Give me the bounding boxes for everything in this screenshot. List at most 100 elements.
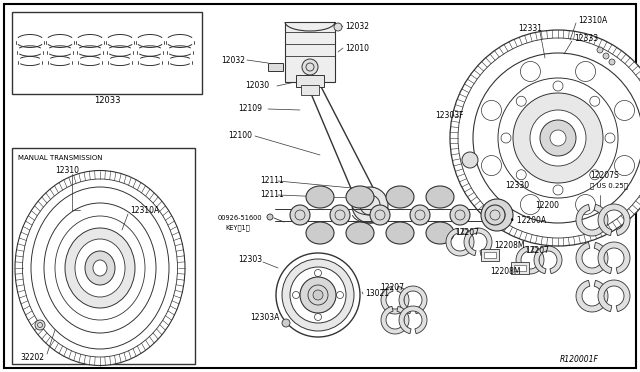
Circle shape xyxy=(450,30,640,246)
Text: 12310: 12310 xyxy=(55,166,79,174)
Polygon shape xyxy=(598,242,630,274)
Circle shape xyxy=(276,253,360,337)
Ellipse shape xyxy=(15,170,185,366)
Text: 12010: 12010 xyxy=(345,44,369,52)
Polygon shape xyxy=(399,306,427,334)
Text: 12333: 12333 xyxy=(574,33,598,42)
Circle shape xyxy=(313,290,323,300)
Polygon shape xyxy=(598,204,630,235)
Ellipse shape xyxy=(306,222,334,244)
Circle shape xyxy=(282,319,290,327)
Text: 12208M: 12208M xyxy=(490,267,520,276)
Ellipse shape xyxy=(31,187,169,349)
Text: 12207: 12207 xyxy=(380,283,404,292)
Text: 12033: 12033 xyxy=(93,96,120,105)
Text: R120001F: R120001F xyxy=(560,356,599,365)
Bar xyxy=(268,63,283,71)
Circle shape xyxy=(540,120,576,156)
Text: 12111: 12111 xyxy=(260,176,284,185)
Polygon shape xyxy=(516,246,544,274)
Bar xyxy=(301,85,319,95)
Text: 12207: 12207 xyxy=(525,246,549,254)
Circle shape xyxy=(352,187,388,223)
Polygon shape xyxy=(446,228,474,256)
Circle shape xyxy=(267,214,273,220)
Circle shape xyxy=(450,205,470,225)
Polygon shape xyxy=(576,243,608,274)
Circle shape xyxy=(334,23,342,31)
Bar xyxy=(514,265,526,271)
Polygon shape xyxy=(576,280,608,312)
Text: 12331: 12331 xyxy=(518,23,542,32)
Text: 12032: 12032 xyxy=(345,22,369,31)
Ellipse shape xyxy=(22,179,177,357)
Circle shape xyxy=(282,259,354,331)
Polygon shape xyxy=(598,280,630,312)
Ellipse shape xyxy=(346,222,374,244)
Text: 32202: 32202 xyxy=(20,353,44,362)
Text: 12111: 12111 xyxy=(260,189,284,199)
Text: 12303: 12303 xyxy=(238,256,262,264)
Ellipse shape xyxy=(75,239,125,297)
Circle shape xyxy=(603,53,609,59)
Text: 12310A: 12310A xyxy=(130,205,159,215)
Circle shape xyxy=(481,199,513,231)
Bar xyxy=(481,249,499,261)
Ellipse shape xyxy=(386,186,414,208)
Polygon shape xyxy=(464,228,492,256)
Bar xyxy=(12,12,202,94)
Circle shape xyxy=(550,130,566,146)
Text: 12310A: 12310A xyxy=(578,16,607,25)
Text: 12207S: 12207S xyxy=(590,170,619,180)
Circle shape xyxy=(462,152,478,168)
Text: KEY　1: KEY 1 xyxy=(225,225,250,231)
Bar xyxy=(511,262,529,274)
Ellipse shape xyxy=(386,222,414,244)
Circle shape xyxy=(485,205,505,225)
Bar xyxy=(296,75,324,87)
Circle shape xyxy=(458,38,640,238)
Text: 12207: 12207 xyxy=(455,228,479,237)
Polygon shape xyxy=(534,246,562,274)
Text: 12032: 12032 xyxy=(221,55,245,64)
Ellipse shape xyxy=(306,186,334,208)
Circle shape xyxy=(513,93,603,183)
Polygon shape xyxy=(381,306,409,334)
Polygon shape xyxy=(381,286,409,314)
Circle shape xyxy=(302,59,318,75)
Circle shape xyxy=(597,47,603,53)
Ellipse shape xyxy=(426,186,454,208)
Text: 12100: 12100 xyxy=(228,131,252,140)
Text: 12303A: 12303A xyxy=(250,314,280,323)
Bar xyxy=(484,252,496,258)
Ellipse shape xyxy=(426,222,454,244)
Text: 12303F: 12303F xyxy=(435,110,463,119)
Text: • 12200A: • 12200A xyxy=(510,215,546,224)
Ellipse shape xyxy=(65,228,135,308)
Circle shape xyxy=(290,267,346,323)
Circle shape xyxy=(300,277,336,313)
Text: 12109: 12109 xyxy=(238,103,262,112)
Text: 〈 US 0.25〉: 〈 US 0.25〉 xyxy=(590,183,628,189)
Circle shape xyxy=(330,205,350,225)
Circle shape xyxy=(609,59,615,65)
Circle shape xyxy=(498,78,618,198)
Ellipse shape xyxy=(55,216,145,320)
Ellipse shape xyxy=(85,251,115,285)
Text: MANUAL TRANSMISSION: MANUAL TRANSMISSION xyxy=(18,155,102,161)
Ellipse shape xyxy=(346,186,374,208)
Bar xyxy=(12,148,195,364)
Polygon shape xyxy=(576,204,608,236)
Text: 12330: 12330 xyxy=(505,180,529,189)
Circle shape xyxy=(530,110,586,166)
Circle shape xyxy=(473,53,640,223)
Ellipse shape xyxy=(44,203,156,333)
Text: 12208M: 12208M xyxy=(494,241,525,250)
Circle shape xyxy=(290,205,310,225)
Text: 00926-51600: 00926-51600 xyxy=(218,215,262,221)
Text: 13021: 13021 xyxy=(365,289,389,298)
Text: 12200: 12200 xyxy=(535,201,559,209)
Polygon shape xyxy=(399,286,427,314)
Circle shape xyxy=(410,205,430,225)
Circle shape xyxy=(370,205,390,225)
